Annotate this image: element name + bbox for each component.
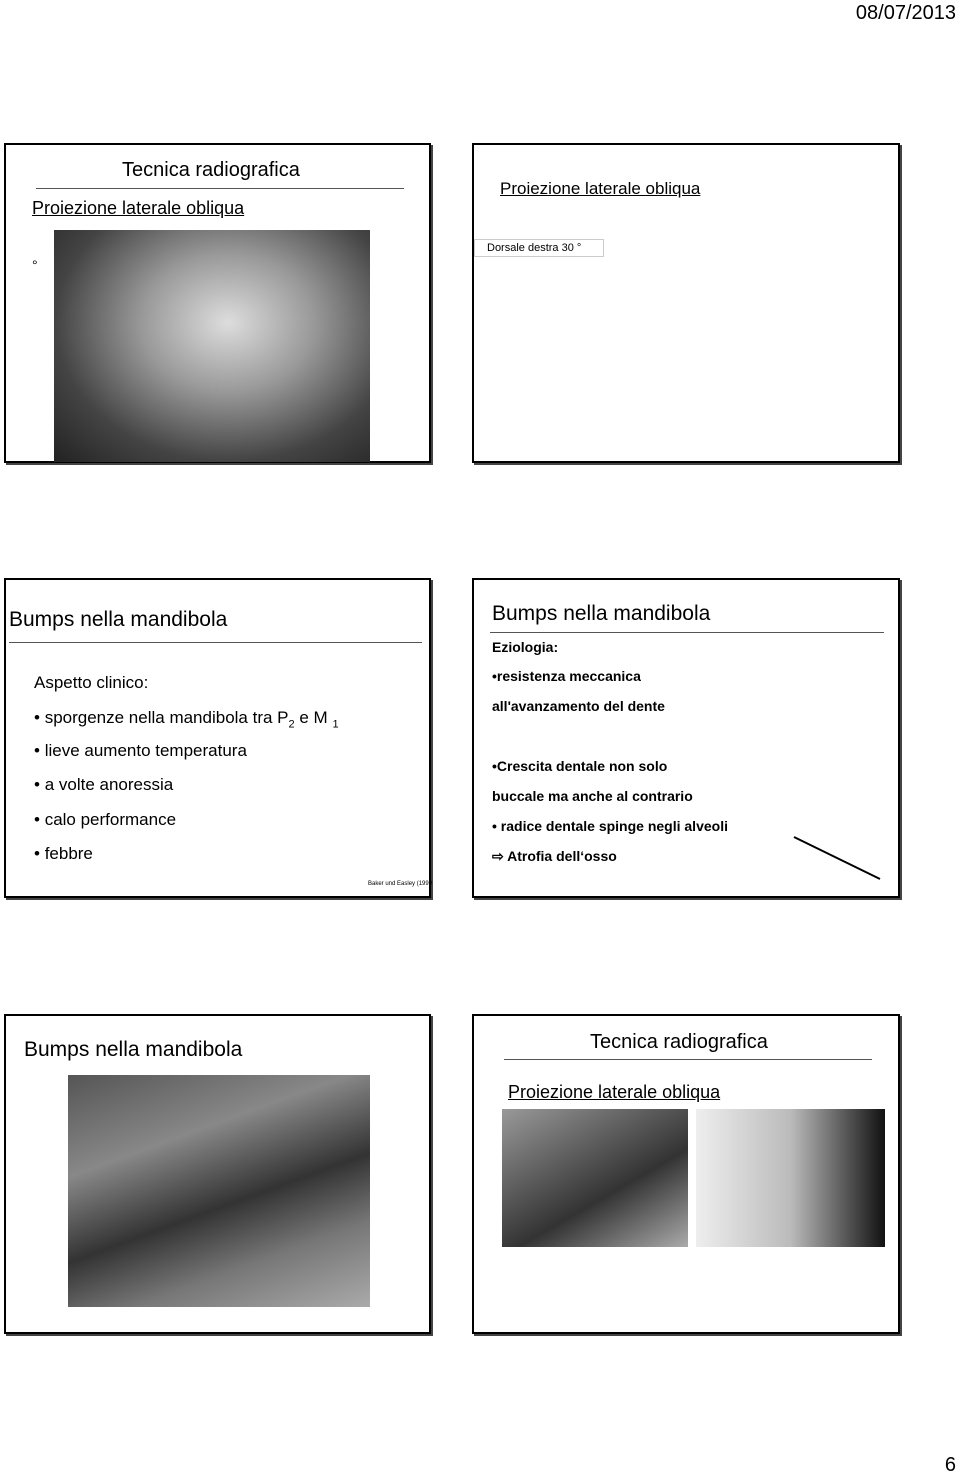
slide-title: Bumps nella mandibola bbox=[492, 602, 711, 625]
xray-image bbox=[54, 230, 370, 462]
slide: Proiezione laterale obliqua Dorsale dest… bbox=[472, 143, 900, 463]
citation: Baker und Easley (1999 bbox=[368, 881, 433, 887]
text-line: •resistenza meccanica bbox=[492, 668, 641, 684]
slide: Tecnica radiografica Proiezione laterale… bbox=[472, 1014, 900, 1334]
slide-subtitle: Proiezione laterale obliqua bbox=[508, 1082, 721, 1102]
horse-photo bbox=[68, 1075, 370, 1307]
bullet: • a volte anoressia bbox=[34, 775, 174, 794]
slide: Bumps nella mandibola Eziologia: •resist… bbox=[472, 578, 900, 898]
page-number: 6 bbox=[944, 1454, 956, 1476]
slide-title: Tecnica radiografica bbox=[122, 159, 300, 181]
heading: Eziologia: bbox=[492, 639, 559, 655]
text-line: buccale ma anche al contrario bbox=[492, 788, 693, 804]
slide-title: Bumps nella mandibola bbox=[24, 1038, 243, 1061]
slide-subtitle: Proiezione laterale obliqua bbox=[500, 179, 701, 198]
slide-title: Bumps nella mandibola bbox=[9, 608, 228, 631]
heading: Aspetto clinico: bbox=[34, 673, 149, 692]
slide: Tecnica radiografica Proiezione laterale… bbox=[4, 143, 431, 463]
caption: Dorsale destra 30 ° bbox=[474, 239, 604, 257]
arrow-line bbox=[793, 836, 881, 880]
slide: Bumps nella mandibola Aspetto clinico: •… bbox=[4, 578, 433, 898]
slide-title: Tecnica radiografica bbox=[590, 1031, 768, 1053]
bullet: • febbre bbox=[34, 844, 93, 863]
horse-photo bbox=[502, 1109, 688, 1247]
text-line: all'avanzamento del dente bbox=[492, 698, 665, 714]
text-line: ⇨ Atrofia dell‘osso bbox=[492, 848, 617, 864]
bullet: • calo performance bbox=[34, 810, 177, 829]
slide: Bumps nella mandibola bbox=[4, 1014, 431, 1334]
bullet: • lieve aumento temperatura bbox=[34, 741, 247, 760]
note: ° bbox=[32, 257, 38, 273]
bullet: • sporgenze nella mandibola tra P2 e M 1 bbox=[34, 708, 339, 731]
xray-image bbox=[696, 1109, 885, 1247]
slide-subtitle: Proiezione laterale obliqua bbox=[32, 198, 245, 218]
text-line: • radice dentale spinge negli alveoli bbox=[492, 818, 728, 834]
text-line: •Crescita dentale non solo bbox=[492, 758, 668, 774]
date: 08/07/2013 bbox=[855, 2, 956, 24]
